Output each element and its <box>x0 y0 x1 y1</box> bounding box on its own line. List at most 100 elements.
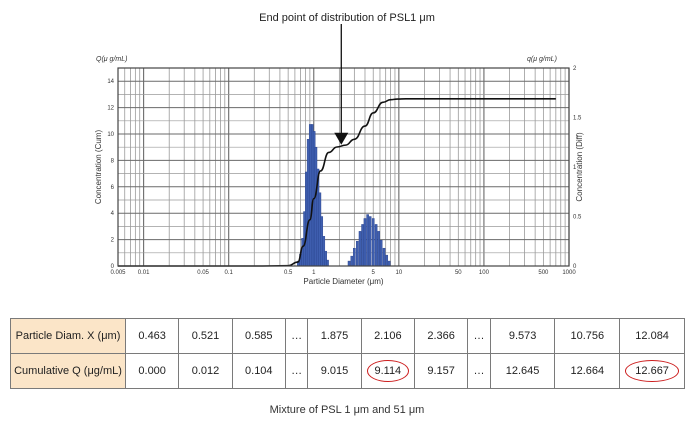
y-right-axis-label: Concentration (Diff) <box>575 132 584 202</box>
table-cell: 0.521 <box>178 318 233 354</box>
distribution-bar <box>371 218 375 267</box>
distribution-bar <box>350 255 354 267</box>
distribution-bar <box>306 139 310 267</box>
cell-value: … <box>291 365 303 377</box>
y-left-tick-label: 6 <box>111 185 115 191</box>
table-cell: 2.366 <box>413 318 469 354</box>
table-cell: 9.114 <box>360 353 415 389</box>
cell-value: 0.463 <box>138 330 166 342</box>
table-cell: … <box>467 318 491 354</box>
y-left-tick-label: 14 <box>107 79 114 85</box>
cell-value: 9.573 <box>508 330 537 342</box>
table-cell: 0.463 <box>124 318 180 354</box>
distribution-bar <box>377 231 381 267</box>
y-right-tick-label: 2 <box>573 66 577 72</box>
annotation-arrow-head <box>334 132 349 145</box>
x-tick-label: 100 <box>479 270 490 276</box>
y-left-tick-label: 0 <box>111 264 115 270</box>
table-cell: 0.104 <box>231 353 286 389</box>
x-tick-label: 1000 <box>562 270 576 276</box>
table-cell: 1.875 <box>307 318 362 354</box>
y-right-tick-label: 0 <box>573 264 577 270</box>
distribution-bar <box>363 218 367 267</box>
chart-annotation: End point of distribution of PSL1 μm <box>259 12 435 24</box>
distribution-bar <box>347 260 351 267</box>
y-left-tick-label: 10 <box>107 132 114 138</box>
y-left-tick-label: 8 <box>111 158 115 164</box>
distribution-bar <box>379 240 383 267</box>
cell-value: 0.585 <box>245 330 273 342</box>
cell-value: 0.000 <box>138 365 166 377</box>
cell-value: 2.366 <box>427 330 455 342</box>
table-cell: … <box>284 318 309 354</box>
x-tick-label: 0.5 <box>284 270 293 276</box>
cell-value: 0.104 <box>245 365 273 377</box>
cell-value: 12.084 <box>635 330 669 342</box>
y-left-unit-label: Q(μ g/mL) <box>96 56 127 63</box>
plot-frame <box>117 67 570 267</box>
distribution-bar <box>385 254 389 267</box>
cell-value: 10.756 <box>570 330 605 342</box>
y-right-tick-label: 1 <box>573 165 577 171</box>
cell-value: 9.015 <box>320 365 349 377</box>
highlight-circle <box>625 360 679 382</box>
table-cell: 10.756 <box>554 318 621 354</box>
x-tick-label: 5 <box>372 270 376 276</box>
cumulative-curve <box>118 97 556 267</box>
table-row: Particle Diam. X (μm) 0.463 0.521 0.585 … 1.8… <box>10 318 685 354</box>
y-right-tick-label: 1.5 <box>573 116 582 122</box>
distribution-bar <box>374 224 378 267</box>
figure-caption: Mixture of PSL 1 μm and 51 μm <box>269 404 425 416</box>
y-left-tick-label: 2 <box>111 238 115 244</box>
cell-value: 9.157 <box>427 365 455 377</box>
x-tick-label: 0.005 <box>110 270 126 276</box>
x-tick-label: 0.05 <box>197 270 209 276</box>
distribution-bar <box>326 259 329 267</box>
particle-distribution-chart: 0.005 0.01 0.05 0.1 0.5 1 5 10 50 100 500 1000 0 2 4 6 8… <box>94 24 586 290</box>
distribution-bar <box>358 231 362 267</box>
highlight-circle <box>366 360 409 382</box>
distribution-bar <box>387 260 391 267</box>
x-tick-label: 0.01 <box>138 270 150 276</box>
table-cell: … <box>284 353 309 389</box>
table-cell: 2.106 <box>360 318 415 354</box>
x-tick-label: 1 <box>312 270 316 276</box>
table-cell: 0.012 <box>178 353 233 389</box>
cell-value: 1.875 <box>320 330 349 342</box>
table-cell: 0.000 <box>124 353 180 389</box>
row-header: Particle Diam. X (μm) <box>10 318 126 354</box>
cell-value: … <box>473 365 485 377</box>
table-row: Cumulative Q (μg/mL) 0.000 0.012 0.104 … 9.01… <box>10 353 685 389</box>
x-tick-label: 0.1 <box>225 270 234 276</box>
table-cell: 12.664 <box>554 353 621 389</box>
distribution-bar <box>356 241 359 267</box>
y-left-axis-label: Concentration (Cum) <box>94 130 103 205</box>
distribution-bar <box>366 214 369 267</box>
distribution-bar <box>368 216 372 267</box>
x-tick-label: 50 <box>455 270 462 276</box>
y-right-tick-label: 0.5 <box>573 215 582 221</box>
table-cell: 12.084 <box>619 318 685 354</box>
distribution-bar <box>353 247 356 267</box>
y-left-tick-label: 12 <box>107 106 114 112</box>
table-cell: 0.585 <box>231 318 286 354</box>
chart-svg: 0.005 0.01 0.05 0.1 0.5 1 5 10 50 100 500 100002468… <box>94 24 584 286</box>
table-cell: 9.015 <box>307 353 362 389</box>
table-cell: … <box>467 353 491 389</box>
cell-value: 12.664 <box>570 365 605 377</box>
cell-value: 0.521 <box>191 330 220 342</box>
cell-value: 2.106 <box>374 330 402 342</box>
table-cell: 12.667 <box>619 353 685 389</box>
table-cell: 9.573 <box>489 318 556 354</box>
distribution-table: Particle Diam. X (μm) 0.463 0.521 0.585 … 1.8… <box>10 318 685 389</box>
cell-value: 12.645 <box>505 365 540 377</box>
y-left-tick-label: 4 <box>111 211 115 217</box>
cell-value: 0.012 <box>191 365 220 377</box>
distribution-bar <box>382 247 386 267</box>
cell-value: … <box>291 330 303 342</box>
table-cell: 12.645 <box>489 353 556 389</box>
y-right-unit-label: q(μ g/mL) <box>527 56 557 63</box>
row-header: Cumulative Q (μg/mL) <box>10 353 126 389</box>
x-axis-label: Particle Diameter (μm) <box>303 277 384 286</box>
cell-value: … <box>473 330 485 342</box>
